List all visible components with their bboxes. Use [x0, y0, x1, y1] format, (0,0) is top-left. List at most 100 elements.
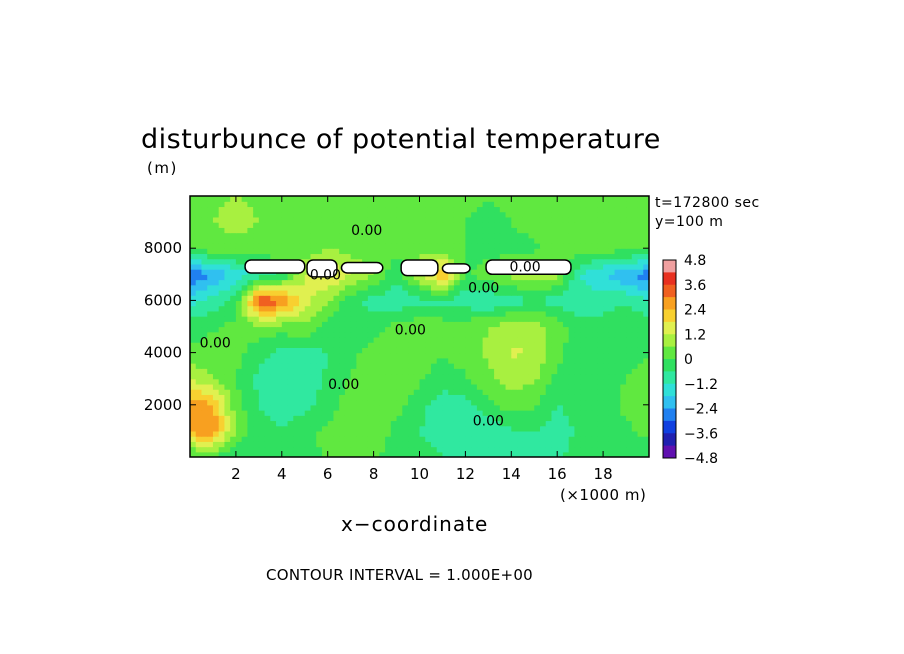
field-cell — [276, 300, 283, 307]
field-cell — [551, 222, 558, 228]
field-cell — [522, 321, 530, 328]
field-cell — [344, 420, 352, 427]
field-cell — [631, 394, 639, 401]
field-cell — [631, 263, 639, 270]
field-cell — [459, 310, 466, 317]
field-cell — [270, 363, 277, 369]
field-cell — [505, 404, 512, 411]
field-cell — [626, 336, 633, 343]
field-cell — [488, 342, 495, 348]
field-cell — [551, 279, 558, 286]
field-cell — [436, 258, 444, 265]
field-cell — [459, 222, 466, 228]
field-cell — [603, 441, 610, 448]
field-cell — [385, 211, 392, 218]
field-cell — [264, 357, 271, 364]
field-cell — [327, 253, 335, 260]
field-cell — [448, 368, 455, 375]
field-cell — [253, 436, 260, 442]
field-cell — [419, 326, 426, 333]
field-cell — [379, 279, 386, 286]
field-cell — [465, 300, 472, 307]
field-cell — [304, 336, 312, 343]
field-cell — [224, 420, 231, 427]
field-cell — [551, 394, 558, 401]
field-cell — [304, 441, 312, 448]
field-cell — [258, 305, 266, 312]
field-cell — [614, 222, 621, 228]
field-cell — [333, 232, 340, 239]
field-cell — [482, 363, 489, 369]
field-cell — [218, 242, 226, 249]
field-cell — [551, 410, 558, 416]
field-cell — [419, 383, 426, 390]
field-cell — [568, 321, 576, 328]
field-cell — [419, 227, 426, 234]
field-cell — [385, 227, 392, 234]
field-cell — [476, 347, 484, 354]
field-cell — [608, 263, 616, 270]
field-cell — [436, 321, 444, 328]
field-cell — [499, 242, 507, 249]
field-cell — [534, 373, 541, 380]
field-cell — [402, 373, 409, 380]
field-cell — [362, 389, 369, 395]
field-cell — [344, 336, 352, 343]
field-cell — [390, 326, 398, 333]
field-cell — [339, 222, 346, 228]
field-cell — [333, 357, 340, 364]
field-cell — [603, 316, 610, 322]
field-cell — [608, 451, 616, 457]
field-cell — [568, 211, 576, 218]
field-cell — [235, 305, 243, 312]
field-cell — [522, 430, 530, 437]
field-cell — [562, 441, 570, 448]
field-cell — [304, 368, 312, 375]
field-cell — [190, 284, 197, 291]
field-cell — [333, 316, 340, 322]
field-cell — [465, 206, 472, 213]
y-tick-label: 6000 — [144, 291, 182, 309]
field-cell — [574, 253, 581, 260]
field-cell — [356, 310, 363, 317]
field-cell — [425, 352, 432, 359]
field-cell — [413, 368, 421, 375]
field-cell — [430, 410, 438, 416]
field-cell — [465, 352, 472, 359]
field-cell — [264, 425, 271, 432]
field-cell — [551, 232, 558, 239]
field-cell — [511, 368, 518, 375]
field-cell — [224, 258, 231, 265]
field-cell — [367, 441, 375, 448]
field-cell — [637, 352, 644, 359]
field-cell — [264, 430, 271, 437]
field-cell — [350, 357, 357, 364]
field-cell — [190, 441, 197, 448]
colorbar-segment — [663, 396, 676, 409]
field-cell — [253, 331, 260, 338]
field-cell — [476, 279, 484, 286]
field-cell — [379, 446, 386, 453]
field-cell — [316, 347, 323, 354]
field-cell — [224, 352, 231, 359]
field-cell — [528, 305, 535, 312]
field-cell — [505, 201, 512, 208]
field-cell — [585, 363, 593, 369]
field-cell — [230, 347, 237, 354]
field-cell — [637, 305, 644, 312]
field-cell — [321, 357, 329, 364]
field-cell — [235, 326, 243, 333]
field-cell — [471, 253, 478, 260]
field-cell — [545, 232, 553, 239]
field-cell — [390, 425, 398, 432]
field-cell — [453, 279, 461, 286]
field-cell — [241, 451, 248, 457]
field-cell — [339, 237, 346, 244]
field-cell — [425, 316, 432, 322]
field-cell — [580, 363, 587, 369]
field-cell — [247, 289, 254, 296]
field-cell — [488, 378, 495, 385]
field-cell — [385, 206, 392, 213]
field-cell — [591, 399, 598, 406]
field-cell — [212, 373, 220, 380]
